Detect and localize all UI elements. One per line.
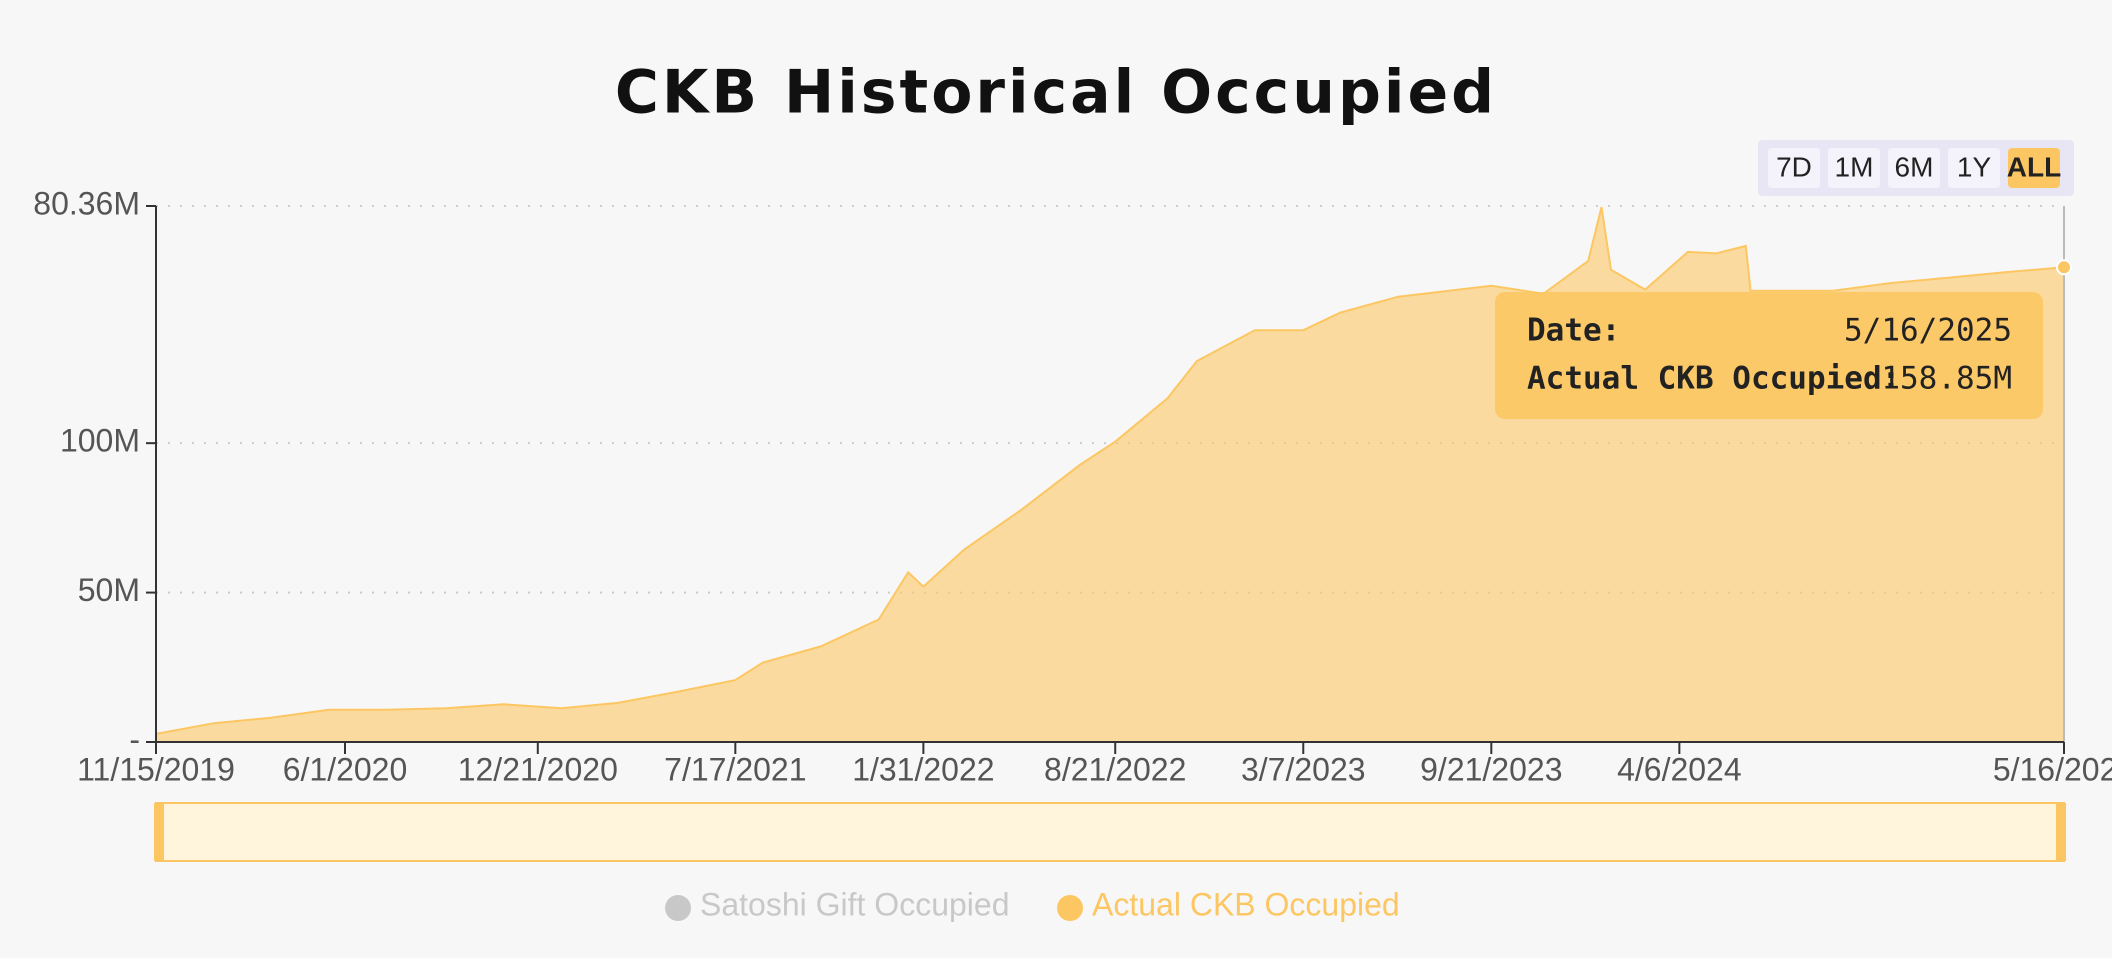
range-button[interactable] <box>1828 148 1880 188</box>
range-button-label[interactable]: 1M <box>1835 151 1874 182</box>
x-tick-label: 6/1/2020 <box>283 751 408 787</box>
legend-marker[interactable] <box>1057 895 1083 921</box>
x-tick-label: 12/21/2020 <box>458 751 618 787</box>
tooltip-value: 158.85M <box>1881 361 2012 397</box>
tooltip-value: 5/16/2025 <box>1844 313 2012 349</box>
legend-marker[interactable] <box>665 895 691 921</box>
legend-label[interactable]: Satoshi Gift Occupied <box>700 886 1009 922</box>
x-tick-label: 8/21/2022 <box>1044 751 1186 787</box>
x-tick-label: 7/17/2021 <box>664 751 806 787</box>
chart-title: CKB Historical Occupied <box>615 58 1497 128</box>
range-button-label[interactable]: ALL <box>2007 151 2061 182</box>
y-tick-label: 80.36M <box>33 185 140 221</box>
range-button[interactable] <box>2008 148 2060 188</box>
line <box>155 206 2065 735</box>
range-button-label[interactable]: 1Y <box>1957 151 1992 182</box>
y-tick-label: 50M <box>78 572 140 608</box>
y-tick-label: - <box>129 721 140 757</box>
range-button[interactable] <box>1888 148 1940 188</box>
range-button[interactable] <box>1948 148 2000 188</box>
y-tick-label: 100M <box>60 423 140 459</box>
slider-handle[interactable] <box>154 803 164 861</box>
x-tick-label: 3/7/2023 <box>1241 751 1366 787</box>
range-button[interactable] <box>1768 148 1820 188</box>
range-button-label[interactable]: 7D <box>1776 151 1812 182</box>
x-tick-label: 4/6/2024 <box>1617 751 1742 787</box>
x-tick-label: 9/21/2023 <box>1420 751 1562 787</box>
x-tick-label: 11/15/2019 <box>77 751 235 787</box>
range-button-label[interactable]: 6M <box>1895 151 1934 182</box>
tooltip-label: Actual CKB Occupied: <box>1527 361 1900 397</box>
range-slider[interactable] <box>155 802 2065 862</box>
hover-point <box>2056 259 2072 276</box>
legend-label[interactable]: Actual CKB Occupied <box>1092 886 1400 922</box>
x-tick-label: 5/16/2025 <box>1993 751 2112 787</box>
slider-handle[interactable] <box>2056 803 2066 861</box>
tooltip-label: Date: <box>1527 313 1620 349</box>
tooltip <box>1495 292 2043 419</box>
x-tick-label: 1/31/2022 <box>852 751 994 787</box>
